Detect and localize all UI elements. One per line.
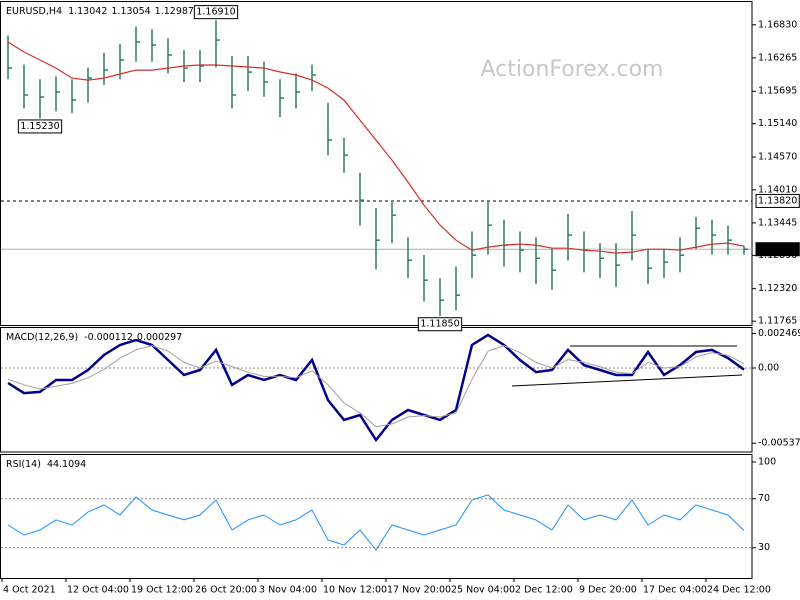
y-tick-label: 1.15695 (758, 86, 797, 97)
y-tick-label: 1.16830 (758, 19, 797, 30)
y-tick-label: -0.005375 (758, 438, 800, 449)
y-tick-label: 0.002469 (758, 328, 800, 339)
extreme-label: 1.16910 (196, 7, 235, 18)
extreme-label-box (417, 317, 463, 332)
panel-title: MACD(12,26,9) -0.000112 0.000297 (6, 332, 182, 343)
last-price-label: 1.12995 (758, 244, 797, 255)
x-tick-label: 17 Dec 04:00 (643, 585, 707, 596)
x-tick-label: 25 Nov 04:00 (451, 585, 515, 596)
price-panel (0, 1, 753, 326)
signal-line (7, 345, 745, 428)
x-tick-label: 26 Oct 20:00 (195, 585, 257, 596)
extreme-label: 1.15230 (20, 121, 59, 132)
x-tick-label: 10 Nov 12:00 (323, 585, 387, 596)
panel-title: RSI(14) 44.1094 (6, 459, 86, 470)
y-tick-label: 1.12320 (758, 283, 797, 294)
x-tick-label: 2 Dec 12:00 (515, 585, 573, 596)
x-tick-label: 12 Oct 04:00 (67, 585, 129, 596)
indicator-name: EURUSD,H4 (6, 6, 62, 17)
y-tick-label: 1.11765 (758, 316, 797, 327)
header-value: 1.12987 (155, 6, 194, 17)
trendline (511, 374, 743, 387)
header-value: 44.1094 (47, 459, 86, 470)
moving-average (7, 41, 745, 254)
x-tick-label: 4 Oct 2021 (3, 585, 56, 596)
y-tick-label: 1.16265 (758, 52, 797, 63)
extreme-label-box (17, 119, 63, 134)
y-tick-label: 0.00 (758, 362, 779, 373)
macd-line (7, 333, 745, 443)
x-tick-label: 3 Nov 04:00 (259, 585, 317, 596)
x-tick-label: 24 Dec 12:00 (707, 585, 771, 596)
y-tick-label: 1.15140 (758, 118, 797, 129)
header-value: -0.000112 (84, 332, 133, 343)
y-tick-label: 1.14570 (758, 152, 797, 163)
header-value: 1.13054 (111, 6, 150, 17)
header-value: 1.13042 (68, 6, 107, 17)
indicator-name: MACD(12,26,9) (6, 332, 78, 343)
hline-label: 1.13820 (758, 195, 797, 206)
y-tick-label: 100 (758, 456, 776, 467)
extreme-label-box (193, 5, 239, 20)
indicator-name: RSI(14) (6, 459, 41, 470)
macd-panel (0, 327, 753, 453)
rsi-panel (0, 454, 753, 579)
extreme-label: 1.11850 (420, 319, 459, 330)
y-tick-label: 1.14010 (758, 184, 797, 195)
watermark: ActionForex.com (481, 57, 664, 82)
hline-label-box (755, 193, 800, 208)
y-tick-label: 1.13445 (758, 217, 797, 228)
header-value: 0.000297 (137, 332, 182, 343)
rsi-line (7, 494, 745, 551)
last-price-label-box (755, 242, 800, 257)
y-tick-label: 70 (758, 493, 770, 504)
x-tick-label: 19 Oct 12:00 (131, 585, 193, 596)
y-tick-label: 30 (758, 542, 770, 553)
x-tick-label: 17 Nov 20:00 (387, 585, 451, 596)
x-tick-label: 9 Dec 20:00 (579, 585, 637, 596)
